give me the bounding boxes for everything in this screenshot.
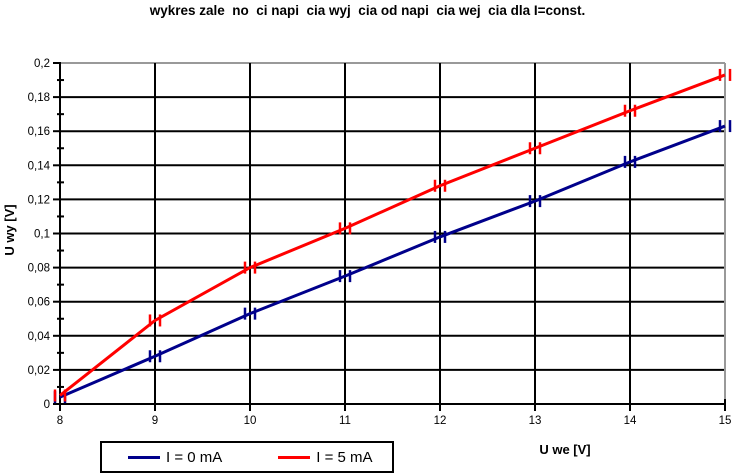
y-tick-label: 0,02 xyxy=(28,365,50,377)
x-axis-title: U we [V] xyxy=(539,442,591,457)
y-tick-label: 0,14 xyxy=(28,160,51,172)
x-tick-label: 8 xyxy=(57,415,63,427)
x-tick-label: 14 xyxy=(624,415,637,427)
y-tick-label: 0,06 xyxy=(28,297,50,309)
y-tick-label: 0,2 xyxy=(34,58,50,70)
legend-item-i5ma: I = 5 mA xyxy=(278,448,373,466)
x-tick-label: 13 xyxy=(529,415,542,427)
legend-label-i0ma: I = 0 mA xyxy=(166,448,223,466)
y-tick-label: 0,18 xyxy=(28,92,50,104)
x-tick-label: 12 xyxy=(434,415,447,427)
x-tick-label: 15 xyxy=(719,415,732,427)
x-tick-label: 9 xyxy=(152,415,158,427)
chart-title: wykres zale no ci napi cia wyj cia od na… xyxy=(149,3,586,18)
y-tick-label: 0,16 xyxy=(28,126,50,138)
legend-label-i5ma: I = 5 mA xyxy=(316,448,373,466)
y-tick-label: 0,1 xyxy=(34,229,50,241)
legend-line-swatch-i0ma xyxy=(128,455,160,459)
series-line-i-0-ma xyxy=(59,124,726,399)
x-tick-label: 10 xyxy=(244,415,257,427)
y-tick-label: 0,12 xyxy=(28,194,50,206)
y-tick-label: 0,04 xyxy=(28,331,51,343)
series-line-i-5-ma xyxy=(59,73,726,397)
legend: I = 0 mA I = 5 mA xyxy=(100,441,394,473)
y-tick-label: 0 xyxy=(44,399,50,411)
legend-line-swatch-i5ma xyxy=(278,455,311,459)
legend-item-i0ma: I = 0 mA xyxy=(128,449,222,466)
y-axis-title: U wy [V] xyxy=(2,204,17,256)
x-tick-label: 11 xyxy=(339,415,351,427)
y-tick-label: 0,08 xyxy=(28,263,50,275)
